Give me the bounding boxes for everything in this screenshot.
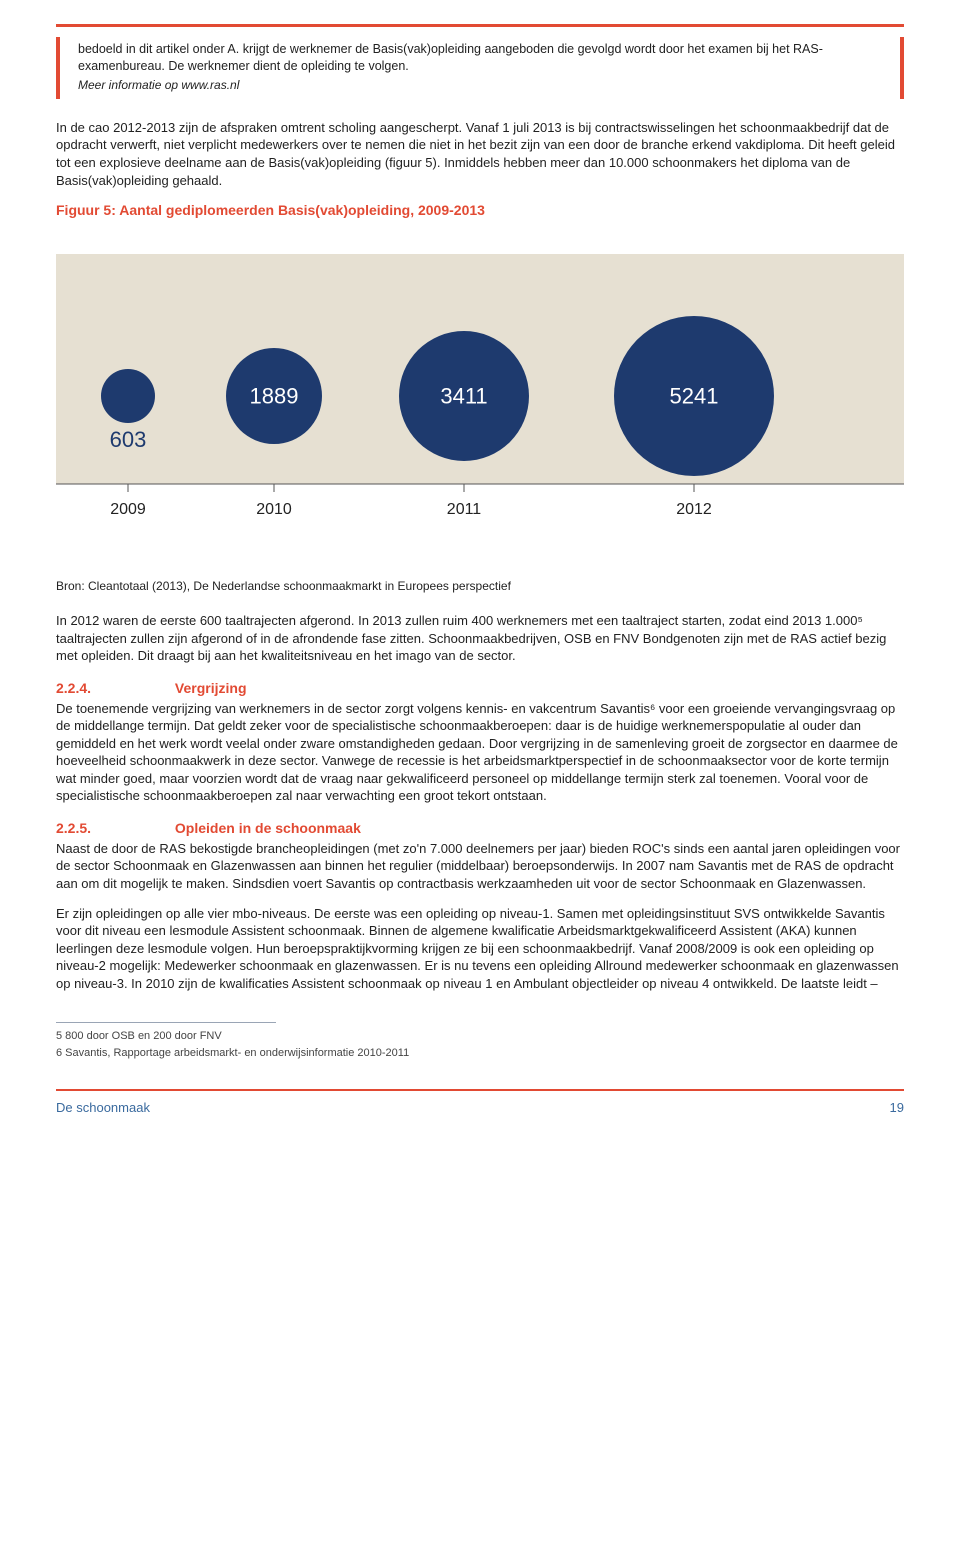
section-224-heading: 2.2.4. Vergrijzing — [56, 679, 904, 698]
quote-more-info: Meer informatie op www.ras.nl — [78, 77, 882, 93]
section-225-num: 2.2.5. — [56, 820, 91, 836]
top-rule — [56, 24, 904, 27]
svg-text:2009: 2009 — [110, 501, 146, 518]
chart-source: Bron: Cleantotaal (2013), De Nederlandse… — [56, 578, 904, 594]
svg-text:2012: 2012 — [676, 501, 712, 518]
quote-body: bedoeld in dit artikel onder A. krijgt d… — [78, 41, 882, 75]
quote-block: bedoeld in dit artikel onder A. krijgt d… — [56, 37, 904, 99]
footnote-separator — [56, 1022, 276, 1023]
page-footer: De schoonmaak 19 — [56, 1099, 904, 1117]
section-225-body-1: Naast de door de RAS bekostigde brancheo… — [56, 840, 904, 893]
svg-text:5241: 5241 — [670, 383, 719, 408]
footer-page-number: 19 — [890, 1099, 904, 1117]
bubble-chart: 603 2009 1889 2010 3411 2011 5241 2012 — [56, 226, 904, 564]
section-224-label: Vergrijzing — [175, 680, 247, 696]
svg-text:603: 603 — [110, 427, 147, 452]
svg-text:3411: 3411 — [440, 383, 487, 408]
section-224-num: 2.2.4. — [56, 680, 91, 696]
section-224-body: De toenemende vergrijzing van werknemers… — [56, 700, 904, 805]
footer-left: De schoonmaak — [56, 1099, 150, 1117]
section-225-heading: 2.2.5. Opleiden in de schoonmaak — [56, 819, 904, 838]
section-225-body-2: Er zijn opleidingen op alle vier mbo-niv… — [56, 905, 904, 993]
svg-text:2011: 2011 — [447, 501, 482, 518]
chart-title: Figuur 5: Aantal gediplomeerden Basis(va… — [56, 201, 904, 220]
svg-text:1889: 1889 — [250, 383, 299, 408]
bottom-rule — [56, 1089, 904, 1091]
footnote-5: 5 800 door OSB en 200 door FNV — [56, 1029, 904, 1044]
footnote-6: 6 Savantis, Rapportage arbeidsmarkt- en … — [56, 1046, 904, 1061]
section-225-label: Opleiden in de schoonmaak — [175, 820, 361, 836]
svg-text:2010: 2010 — [256, 501, 292, 518]
paragraph-1: In de cao 2012-2013 zijn de afspraken om… — [56, 119, 904, 189]
paragraph-2: In 2012 waren de eerste 600 taaltrajecte… — [56, 612, 904, 665]
